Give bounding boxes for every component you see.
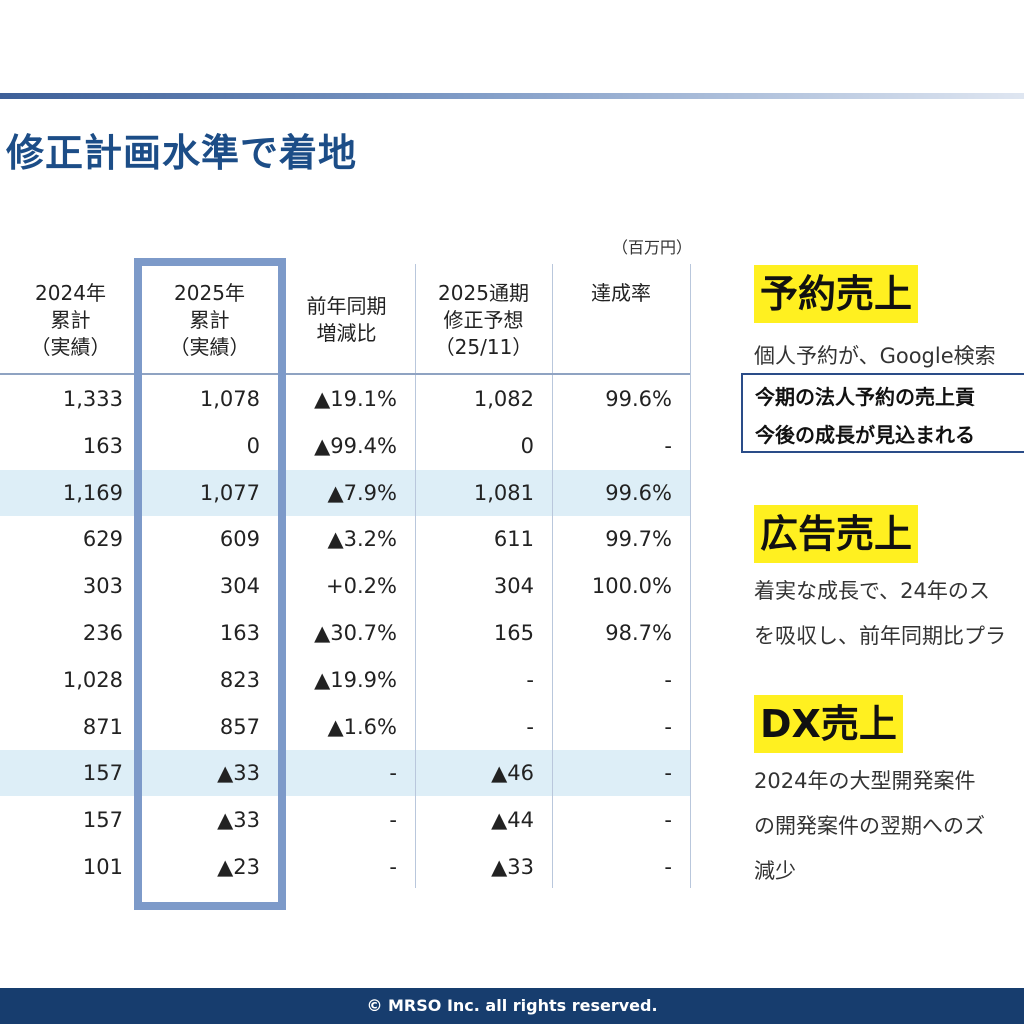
table-cell: - <box>664 855 672 879</box>
column-header-line: 増減比 <box>316 321 377 345</box>
table-cell: ▲23 <box>217 855 260 879</box>
section-body-line: を吸収し、前年同期比プラ <box>754 624 1006 648</box>
table-cell: 0 <box>246 433 260 458</box>
table-cell: 1,169 <box>62 480 123 505</box>
table-cell: 163 <box>82 433 123 458</box>
section-body-line: 個人予約が、Google検索 <box>754 344 996 368</box>
table-cell: 157 <box>82 761 123 786</box>
column-header-line: 達成率 <box>591 281 651 305</box>
section-body-line: 2024年の大型開発案件 <box>754 769 976 793</box>
table-cell: 871 <box>82 714 123 739</box>
column-divider <box>415 264 416 888</box>
table-cell: 1,028 <box>62 667 123 692</box>
column-header-line: 累計 <box>50 308 91 332</box>
table-cell: 304 <box>493 574 534 599</box>
table-cell: - <box>664 433 672 458</box>
table-cell: 99.6% <box>605 480 672 505</box>
table-cell: 1,081 <box>473 480 534 505</box>
column-header-line: （25/11） <box>434 335 533 359</box>
table-cell: ▲3.2% <box>327 527 397 552</box>
callout-box: 今期の法人予約の売上貢 今後の成長が見込まれる <box>741 373 1024 453</box>
section-body-line: 着実な成長で、24年のス <box>754 579 990 603</box>
table-cell: 101 <box>82 855 123 879</box>
unit-label: （百万円） <box>612 238 693 257</box>
table-cell: - <box>664 808 672 833</box>
table-cell: ▲99.4% <box>314 433 397 458</box>
table-cell: - <box>664 714 672 739</box>
column-header-line: （実績） <box>169 335 250 359</box>
table-cell: ▲7.9% <box>327 480 397 505</box>
table-cell: ▲19.9% <box>314 667 397 692</box>
section-title: DX売上 <box>754 695 903 753</box>
table-cell: - <box>389 761 397 786</box>
table-cell: 611 <box>493 527 534 552</box>
table-cell: - <box>526 667 534 692</box>
table-cell: ▲19.1% <box>314 387 397 411</box>
table-cell: 0 <box>520 433 534 458</box>
table-cell: 99.7% <box>605 527 672 552</box>
column-header-line: 前年同期 <box>306 294 387 318</box>
callout-line: 今期の法人予約の売上貢 <box>755 385 975 409</box>
table-cell: 609 <box>219 527 260 552</box>
table-cell: 163 <box>219 621 260 645</box>
table-cell: 823 <box>219 667 260 692</box>
table-cell: ▲30.7% <box>314 621 397 645</box>
table-cell: 1,333 <box>62 387 123 411</box>
column-header-line: 2024年 <box>35 281 106 305</box>
table-cell: 304 <box>219 574 260 599</box>
table-cell: - <box>664 761 672 786</box>
column-header-line: 累計 <box>189 308 230 332</box>
table-cell: 1,082 <box>473 387 534 411</box>
table-cell: 100.0% <box>591 574 672 599</box>
table-cell: ▲33 <box>217 761 260 786</box>
header-divider <box>0 373 690 375</box>
header-rule <box>0 93 1024 99</box>
column-header: 2024年累計 （実績） <box>0 280 141 361</box>
section-title: 予約売上 <box>754 265 919 323</box>
table-cell: 857 <box>219 714 260 739</box>
column-header-line: 修正予想 <box>443 308 524 332</box>
table-cell: ▲33 <box>217 808 260 833</box>
table-cell: ▲46 <box>491 761 534 786</box>
column-header: 2025通期 修正予想 （25/11） <box>415 280 552 361</box>
table-cell: - <box>389 808 397 833</box>
section-body-line: の開発案件の翌期へのズ <box>754 814 985 838</box>
table-cell: 1,078 <box>199 387 260 411</box>
column-header-line: 2025年 <box>174 281 245 305</box>
column-header-line: （実績） <box>30 335 111 359</box>
table-cell: ▲33 <box>491 855 534 879</box>
table-cell: +0.2% <box>326 574 397 599</box>
section-body-line: 減少 <box>754 859 796 883</box>
table-cell: 99.6% <box>605 387 672 411</box>
column-header: 前年同期 増減比 <box>278 293 415 347</box>
table-cell: 98.7% <box>605 621 672 645</box>
table-cell: - <box>526 714 534 739</box>
column-divider <box>552 264 553 888</box>
shaded-row-band <box>0 750 690 797</box>
table-cell: ▲1.6% <box>327 714 397 739</box>
column-divider <box>690 264 691 888</box>
column-header: 2025年累計 （実績） <box>141 280 278 361</box>
table-cell: ▲44 <box>491 808 534 833</box>
table-cell: - <box>664 667 672 692</box>
table-cell: 157 <box>82 808 123 833</box>
table-cell: 629 <box>82 527 123 552</box>
table-cell: 1,077 <box>199 480 260 505</box>
table-cell: 236 <box>82 621 123 645</box>
copyright-footer: © MRSO Inc. all rights reserved. <box>0 988 1024 1024</box>
section-title: 広告売上 <box>754 505 919 563</box>
column-header-line: 2025通期 <box>438 281 529 305</box>
column-header: 達成率 <box>552 280 690 307</box>
table-cell: - <box>389 855 397 879</box>
slide-title: 修正計画水準で着地 <box>6 131 358 175</box>
callout-line: 今後の成長が見込まれる <box>755 423 975 447</box>
shaded-row-band <box>0 469 690 516</box>
table-cell: 165 <box>493 621 534 645</box>
table-cell: 303 <box>82 574 123 599</box>
